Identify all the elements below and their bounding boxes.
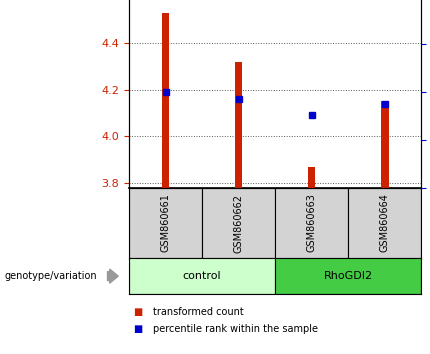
Bar bbox=[202, 188, 275, 258]
Text: GSM860664: GSM860664 bbox=[380, 194, 390, 252]
Text: transformed count: transformed count bbox=[153, 307, 243, 316]
Bar bbox=[235, 62, 243, 188]
Text: GSM860661: GSM860661 bbox=[160, 194, 171, 252]
Bar bbox=[275, 188, 348, 258]
Bar bbox=[129, 188, 202, 258]
Text: ■: ■ bbox=[133, 324, 143, 334]
Bar bbox=[162, 13, 169, 188]
Text: genotype/variation: genotype/variation bbox=[4, 271, 97, 281]
Text: ■: ■ bbox=[133, 307, 143, 316]
Bar bbox=[129, 258, 275, 294]
Text: control: control bbox=[183, 271, 221, 281]
Bar bbox=[348, 188, 421, 258]
Text: GSM860663: GSM860663 bbox=[307, 194, 317, 252]
Bar bbox=[381, 101, 389, 188]
Bar bbox=[275, 258, 421, 294]
Text: RhoGDI2: RhoGDI2 bbox=[324, 271, 373, 281]
Bar bbox=[308, 167, 316, 188]
Text: percentile rank within the sample: percentile rank within the sample bbox=[153, 324, 318, 334]
Text: GSM860662: GSM860662 bbox=[233, 194, 244, 252]
